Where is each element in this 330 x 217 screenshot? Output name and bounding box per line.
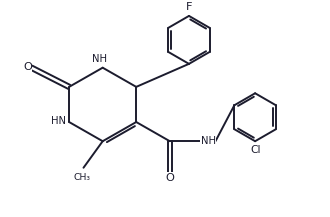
- Text: CH₃: CH₃: [73, 173, 90, 182]
- Text: N: N: [91, 54, 98, 64]
- Text: O: O: [23, 62, 32, 72]
- Text: HN: HN: [51, 116, 66, 126]
- Text: Cl: Cl: [250, 145, 261, 155]
- Text: NH: NH: [201, 136, 215, 146]
- Text: NH: NH: [92, 54, 107, 64]
- Text: O: O: [165, 173, 174, 183]
- Text: H: H: [100, 54, 107, 64]
- Text: F: F: [186, 2, 193, 12]
